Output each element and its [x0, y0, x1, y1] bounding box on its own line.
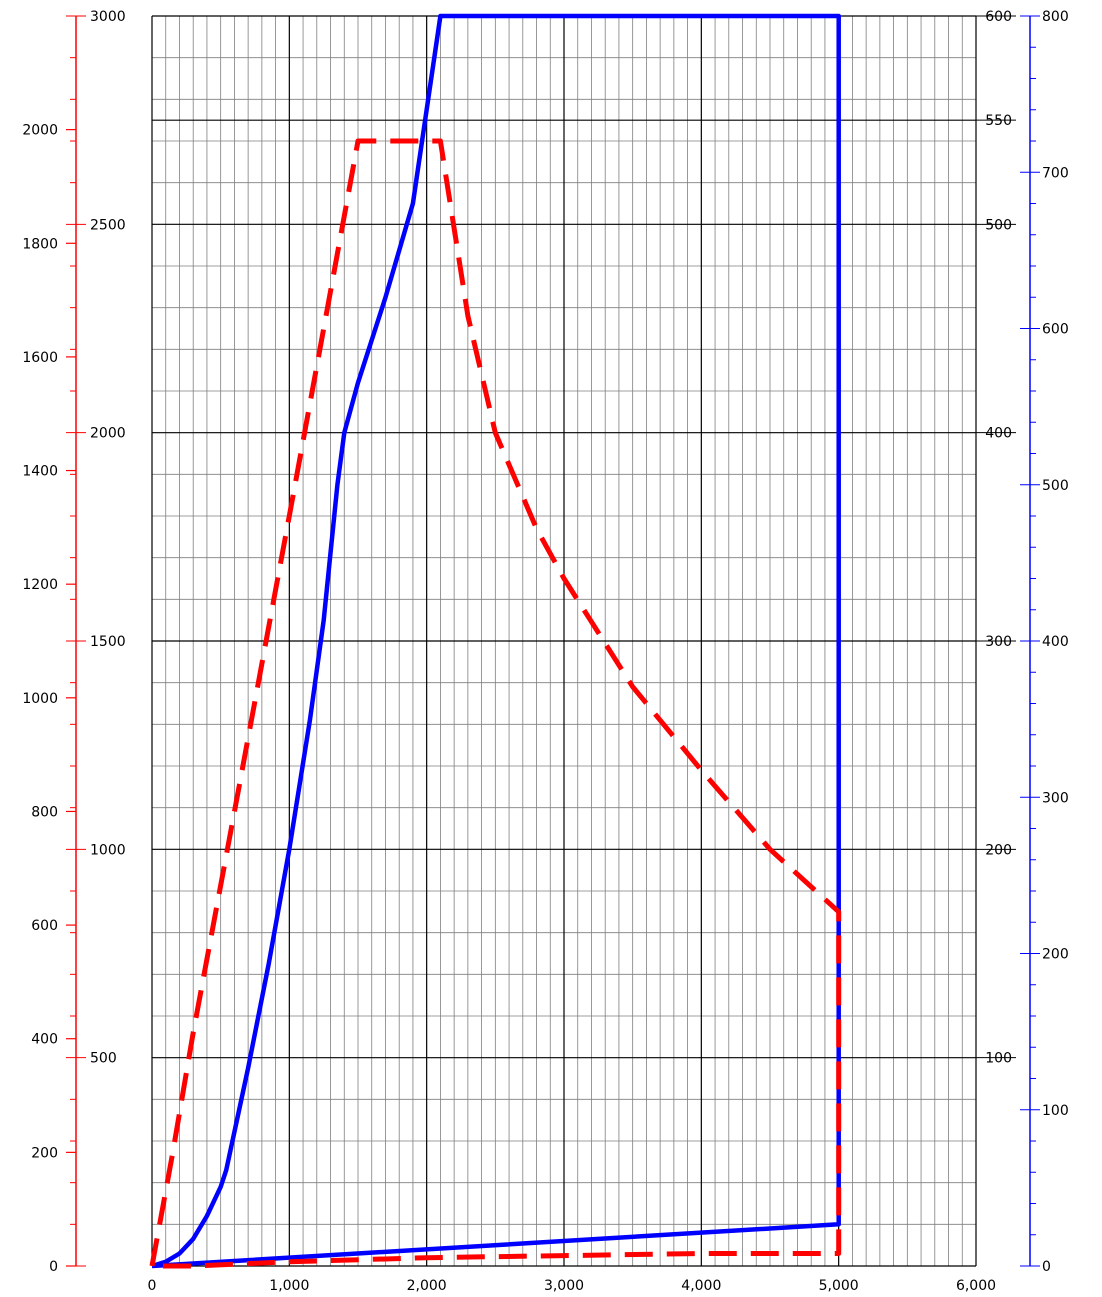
x-tick-label: 4,000 — [681, 1278, 721, 1294]
left-outer-tick-label: 1000 — [22, 691, 58, 707]
left-inner-tick-label: 2000 — [90, 426, 126, 442]
left-outer-tick-label: 1400 — [22, 464, 58, 480]
left-inner-tick-label: 3000 — [90, 9, 126, 25]
left-outer-tick-label: 0 — [49, 1259, 58, 1275]
right-inner-tick-label: 300 — [985, 634, 1012, 650]
right-outer-tick-label: 500 — [1042, 478, 1069, 494]
left-inner-tick-label: 2500 — [90, 217, 126, 233]
axes: 0 1,000 2,000 3,000 4,000 5,000 6,000 0 200 400 60… — [22, 9, 1068, 1294]
series-layer — [149, 13, 842, 1269]
left-outer-tick-label: 1800 — [22, 236, 58, 252]
x-tick-label: 0 — [148, 1278, 157, 1294]
x-tick-label: 2,000 — [407, 1278, 447, 1294]
right-inner-tick-label: 400 — [985, 426, 1012, 442]
right-outer-tick-label: 300 — [1042, 790, 1069, 806]
right-outer-tick-label: 0 — [1042, 1259, 1051, 1275]
left-inner-tick-label: 1500 — [90, 634, 126, 650]
right-inner-tick-label: 550 — [985, 113, 1012, 129]
right-inner-tick-label: 500 — [985, 217, 1012, 233]
right-outer-tick-label: 400 — [1042, 634, 1069, 650]
right-inner-tick-label: 100 — [985, 1051, 1012, 1067]
red-dashed-series-line — [149, 138, 842, 1269]
right-inner-tick-label: 200 — [985, 842, 1012, 858]
left-outer-tick-label: 200 — [31, 1145, 58, 1161]
left-outer-tick-label: 2000 — [22, 123, 58, 139]
right-outer-tick-label: 100 — [1042, 1103, 1069, 1119]
left-inner-tick-label: 1000 — [90, 842, 126, 858]
x-tick-label: 5,000 — [819, 1278, 859, 1294]
left-outer-tick-label: 600 — [31, 918, 58, 934]
left-outer-tick-label: 400 — [31, 1032, 58, 1048]
left-inner-tick-label: 500 — [90, 1051, 117, 1067]
right-outer-tick-label: 700 — [1042, 165, 1069, 181]
left-outer-tick-label: 1600 — [22, 350, 58, 366]
x-tick-label: 1,000 — [269, 1278, 309, 1294]
x-tick-label: 6,000 — [956, 1278, 996, 1294]
left-outer-tick-label: 800 — [31, 804, 58, 820]
right-inner-tick-label: 600 — [985, 9, 1012, 25]
right-outer-tick-label: 200 — [1042, 947, 1069, 963]
left-outer-tick-label: 1200 — [22, 577, 58, 593]
right-outer-tick-label: 800 — [1042, 9, 1069, 25]
right-outer-tick-label: 600 — [1042, 322, 1069, 338]
x-tick-label: 3,000 — [544, 1278, 584, 1294]
blue-solid-series-line — [151, 13, 841, 1269]
